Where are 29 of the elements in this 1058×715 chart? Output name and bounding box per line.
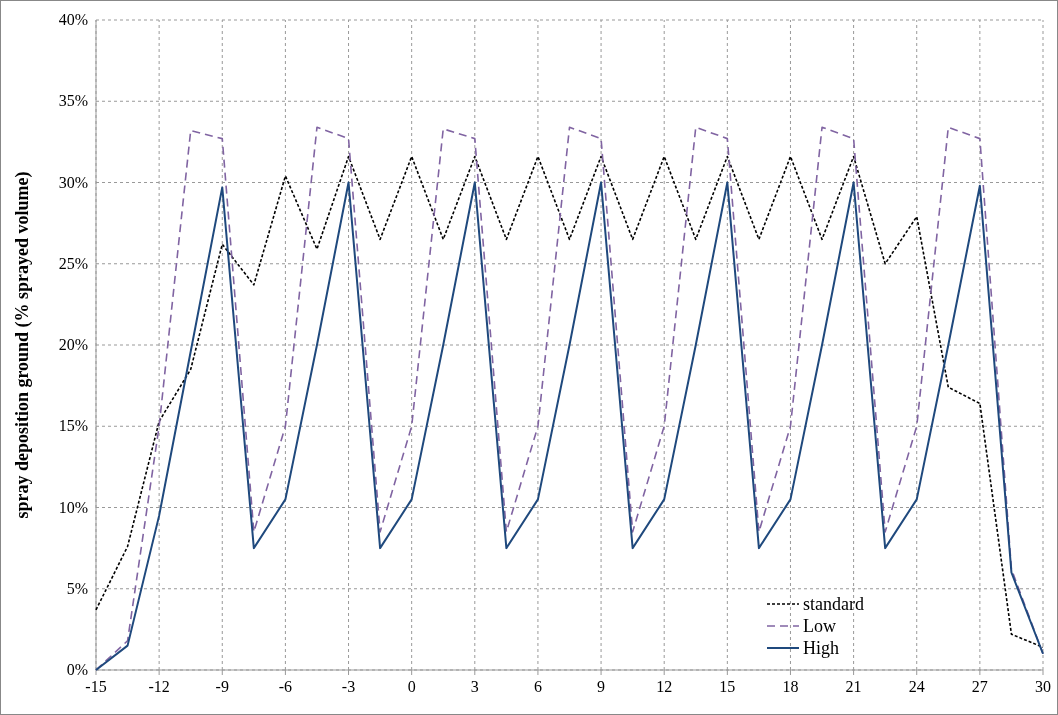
x-tick-label: 3 bbox=[470, 678, 479, 695]
x-tick-label: 12 bbox=[656, 678, 673, 695]
x-tick-label: 9 bbox=[597, 678, 606, 695]
legend-label: High bbox=[803, 638, 839, 658]
y-tick-label: 35% bbox=[58, 92, 88, 110]
y-tick-label: 30% bbox=[58, 173, 88, 191]
x-tick-label: 15 bbox=[719, 678, 736, 695]
x-tick-label: -15 bbox=[85, 678, 107, 695]
y-tick-label: 20% bbox=[58, 336, 88, 353]
x-tick-label: 21 bbox=[845, 678, 862, 695]
y-tick-label: 0% bbox=[66, 661, 88, 678]
x-tick-label: 30 bbox=[1035, 678, 1051, 695]
x-tick-label: -9 bbox=[215, 678, 229, 695]
x-tick-label: 0 bbox=[407, 678, 416, 695]
y-tick-label: 40% bbox=[58, 11, 88, 28]
y-axis-title: spray deposition ground (% sprayed volume) bbox=[12, 171, 33, 519]
x-tick-label: -6 bbox=[278, 678, 293, 695]
legend-label: Low bbox=[803, 616, 836, 636]
legend-label: standard bbox=[803, 594, 864, 614]
x-tick-label: 6 bbox=[533, 678, 542, 695]
x-tick-label: 18 bbox=[782, 678, 799, 695]
x-tick-label: -12 bbox=[148, 678, 170, 695]
y-tick-label: 25% bbox=[58, 254, 88, 272]
y-tick-label: 10% bbox=[58, 498, 88, 516]
y-tick-label: 5% bbox=[66, 579, 88, 597]
x-tick-label: -3 bbox=[341, 678, 356, 695]
x-tick-label: 24 bbox=[908, 678, 925, 695]
x-tick-label: 27 bbox=[971, 678, 988, 695]
y-tick-label: 15% bbox=[58, 417, 88, 435]
